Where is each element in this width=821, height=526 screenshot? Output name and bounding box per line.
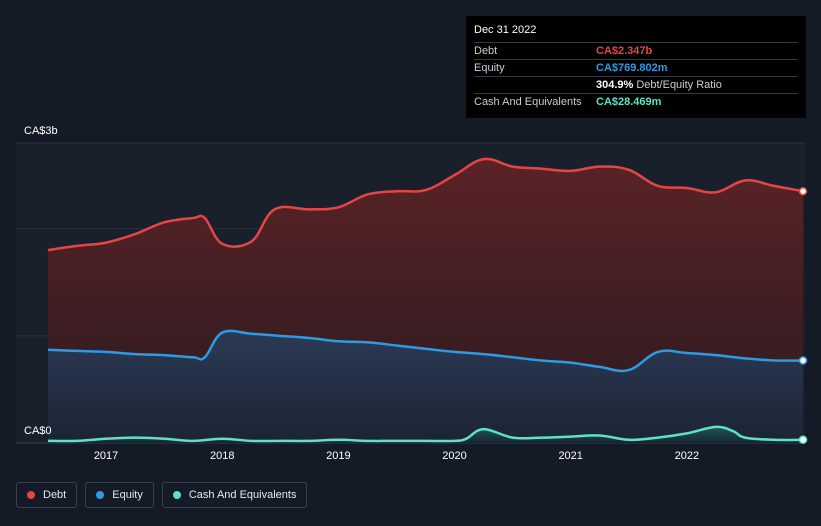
legend: Debt Equity Cash And Equivalents (16, 482, 315, 510)
x-tick-label: 2018 (209, 450, 235, 462)
tooltip-row-equity: Equity CA$769.802m (474, 59, 798, 76)
x-tick-label: 2020 (442, 450, 467, 462)
x-tick-label: 2021 (558, 450, 583, 462)
series-lines (47, 157, 804, 443)
debt-dot-icon (27, 491, 35, 499)
x-tick-label: 2019 (326, 450, 351, 462)
tooltip-label: Equity (474, 62, 505, 74)
y-axis-max-label: CA$3b (24, 125, 58, 137)
legend-item-debt[interactable]: Debt (16, 482, 78, 508)
y-axis-min-label: CA$0 (24, 425, 52, 437)
tooltip-row-cash: Cash And Equivalents CA$28.469m (474, 93, 798, 110)
tooltip-label: Debt (474, 45, 498, 57)
debt-line (47, 157, 804, 252)
cash-dot-icon (172, 491, 181, 499)
x-tick-label: 2022 (674, 450, 700, 462)
equity-area (48, 330, 803, 443)
equity-dot-icon (96, 491, 105, 499)
cash-endpoint-marker (798, 435, 808, 445)
tooltip-ratio-label: Debt/Equity Ratio (636, 79, 722, 91)
tooltip-date: Dec 31 2022 (474, 24, 537, 36)
legend-item-cash[interactable]: Cash And Equivalents (161, 482, 308, 508)
tooltip-row-ratio: 304.9% Debt/Equity Ratio (474, 76, 798, 93)
legend-label-equity: Equity (112, 489, 143, 501)
legend-label-cash: Cash And Equivalents (188, 489, 297, 501)
x-tick-label: 2017 (93, 450, 119, 462)
tooltip-equity-value: CA$769.802m (596, 62, 668, 74)
tooltip-row-debt: Debt CA$2.347b (474, 42, 798, 59)
debt-endpoint-marker (798, 186, 808, 196)
legend-label-debt: Debt (43, 489, 67, 501)
tooltip-cash-value: CA$28.469m (596, 96, 662, 108)
tooltip-ratio-value: 304.9% (596, 79, 634, 91)
equity-endpoint-marker (798, 356, 808, 365)
tooltip-label: Cash And Equivalents (474, 96, 582, 108)
cash-line (47, 425, 804, 443)
tooltip-panel: Dec 31 2022 Debt CA$2.347b Equity CA$769… (466, 16, 806, 118)
legend-item-equity[interactable]: Equity (85, 482, 154, 508)
equity-line (47, 329, 804, 373)
tooltip-debt-value: CA$2.347b (596, 45, 653, 57)
series-endpoints (798, 186, 808, 445)
